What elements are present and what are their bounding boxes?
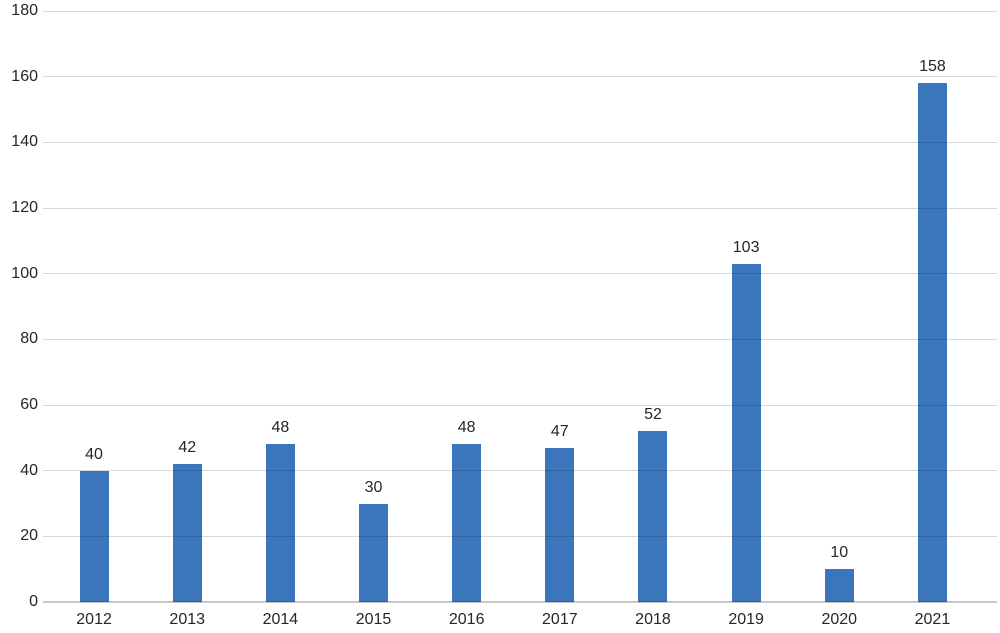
bar-value-label: 40 <box>85 445 103 463</box>
x-axis-tick-label: 2016 <box>448 611 485 628</box>
bar-2013 <box>172 464 202 602</box>
y-axis-tick-label: 120 <box>11 199 38 216</box>
bar-2018 <box>638 431 668 602</box>
bar-2016 <box>452 444 482 602</box>
bar-value-label: 48 <box>457 419 476 437</box>
x-axis-tick-label: 2019 <box>728 611 764 628</box>
x-axis-tick-label: 2013 <box>169 611 206 628</box>
bar-value-label: 48 <box>271 419 290 437</box>
bar-2017 <box>545 447 575 602</box>
gridline <box>43 470 997 472</box>
x-axis-tick-label: 2012 <box>76 611 112 628</box>
y-axis-tick-label: 20 <box>20 527 38 545</box>
y-axis-tick-label: 60 <box>20 396 38 413</box>
gridline <box>43 76 997 78</box>
bar-value-label: 158 <box>919 58 946 76</box>
bar-value-label: 103 <box>732 238 760 256</box>
bar-2019 <box>731 263 761 602</box>
y-axis-tick-label: 100 <box>11 264 38 282</box>
x-axis-line <box>43 601 997 603</box>
gridline <box>43 404 997 406</box>
x-axis-tick-label: 2018 <box>635 611 671 628</box>
gridline <box>43 273 997 275</box>
bar-value-label: 30 <box>364 478 383 496</box>
x-axis-tick-label: 2014 <box>262 611 299 628</box>
y-axis-tick-label: 140 <box>11 133 38 151</box>
bar-2021 <box>917 83 947 602</box>
x-axis-tick-label: 2021 <box>914 611 951 628</box>
gridline <box>43 141 997 143</box>
y-axis-tick-label: 180 <box>11 2 38 19</box>
x-axis-tick-label: 2017 <box>542 611 578 628</box>
gridline <box>43 10 997 12</box>
x-axis-tick-label: 2015 <box>355 611 392 628</box>
y-axis-tick-label: 160 <box>11 67 38 85</box>
gridline <box>43 535 997 537</box>
bar-value-label: 42 <box>178 439 197 457</box>
bar-2012 <box>79 470 109 602</box>
bar-2015 <box>359 503 389 602</box>
gridline <box>43 338 997 340</box>
x-axis-tick-label: 2020 <box>821 611 858 628</box>
y-axis-tick-label: 80 <box>20 330 38 348</box>
bar-value-label: 47 <box>550 422 569 440</box>
bar-2014 <box>265 444 295 602</box>
y-axis-tick-label: 0 <box>29 593 38 610</box>
bar-value-label: 10 <box>830 544 849 562</box>
bar-value-label: 52 <box>644 406 662 424</box>
gridline <box>43 207 997 209</box>
y-axis-tick-label: 40 <box>20 461 38 479</box>
bar-2020 <box>824 569 854 602</box>
